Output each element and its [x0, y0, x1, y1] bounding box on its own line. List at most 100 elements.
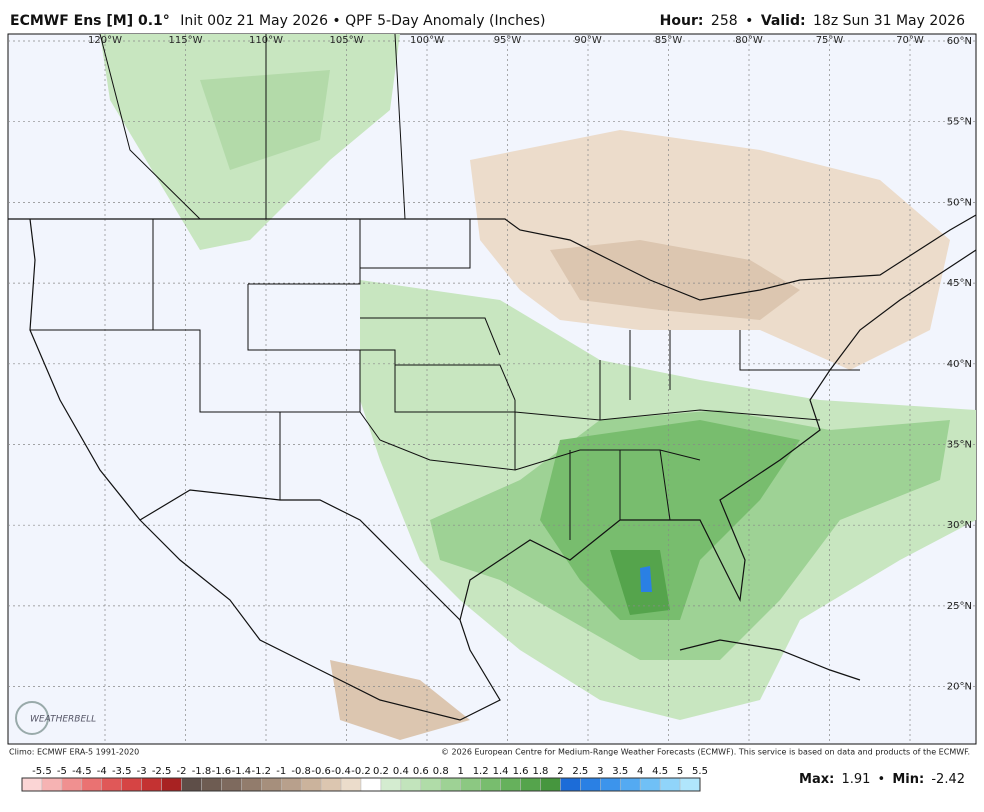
- colorbar-swatch: [639, 777, 661, 792]
- max-value: 1.91: [841, 772, 870, 787]
- colorbar-label: 0.2: [373, 766, 389, 777]
- logo-text: WEATHERBELL: [30, 715, 96, 725]
- colorbar-label: -0.4: [331, 766, 351, 777]
- colorbar-label: -3: [137, 766, 147, 777]
- colorbar-label: -1.4: [232, 766, 252, 777]
- wet-area: [200, 70, 330, 170]
- lon-label: 105°W: [330, 35, 364, 46]
- colorbar-label: 2: [557, 766, 563, 777]
- colorbar-label: 5: [677, 766, 683, 777]
- colorbar-swatch: [340, 777, 362, 792]
- colorbar-swatch: [21, 777, 43, 792]
- colorbar-label: 1.8: [533, 766, 549, 777]
- lon-label: 95°W: [494, 35, 522, 46]
- colorbar-swatch: [380, 777, 402, 792]
- lon-label: 120°W: [88, 35, 122, 46]
- colorbar-swatch: [619, 777, 641, 792]
- colorbar-label: 1.4: [493, 766, 509, 777]
- colorbar-label: -0.2: [351, 766, 371, 777]
- colorbar-swatch: [520, 777, 541, 792]
- lon-label: 80°W: [735, 35, 763, 46]
- colorbar-swatch: [81, 777, 103, 792]
- colorbar-swatch: [141, 777, 162, 792]
- colorbar-swatch: [300, 777, 322, 792]
- separator: •: [878, 772, 886, 787]
- colorbar-swatch: [679, 777, 701, 792]
- dry-area: [470, 130, 950, 370]
- colorbar-label: 5.5: [692, 766, 708, 777]
- colorbar-label: -1.2: [252, 766, 272, 777]
- colorbar-swatch: [360, 777, 382, 792]
- colorbar-swatch: [161, 777, 182, 792]
- colorbar-swatch: [460, 777, 481, 792]
- colorbar-swatch: [560, 777, 581, 792]
- lat-label: 40°N: [947, 359, 972, 370]
- colorbar-swatch: [241, 777, 262, 792]
- subtitle: Init 00z 21 May 2026 • QPF 5-Day Anomaly…: [180, 13, 545, 29]
- mexico-coast: [139, 519, 501, 721]
- colorbar-label: -3.5: [112, 766, 132, 777]
- colorbar-label: 0.8: [433, 766, 449, 777]
- colorbar-swatch: [580, 777, 601, 792]
- colorbar-label: 1: [458, 766, 464, 777]
- colorbar-label: -2: [177, 766, 187, 777]
- colorbar-label: 0.4: [393, 766, 409, 777]
- lon-label: 100°W: [410, 35, 444, 46]
- colorbar-label: -4.5: [72, 766, 92, 777]
- peak-area: [640, 566, 652, 592]
- colorbar-swatch: [41, 777, 63, 792]
- colorbar-label: -1.8: [192, 766, 212, 777]
- dry-area: [330, 660, 470, 740]
- cuba-coast: [679, 639, 861, 681]
- dry-area: [550, 240, 800, 320]
- us-canada-border: [8, 214, 977, 301]
- colorbar-label: -1.6: [212, 766, 232, 777]
- colorbar-label: -0.8: [291, 766, 311, 777]
- valid-time: 18z Sun 31 May 2026: [813, 13, 965, 29]
- colorbar-label: -5: [57, 766, 67, 777]
- colorbar-label: 0.6: [413, 766, 429, 777]
- min-label: Min:: [892, 772, 924, 787]
- colorbar-swatch: [540, 777, 561, 792]
- colorbar-label: 1.6: [513, 766, 529, 777]
- colorbar-swatch: [420, 777, 442, 792]
- colorbar-swatch: [600, 777, 621, 792]
- colorbar-swatch: [400, 777, 422, 792]
- colorbar: -5.5 -5 -4.5 -4 -3.5 -3 -2.5 -2 -1.8 -1.6 -1.4 -1.2…: [21, 766, 708, 792]
- logo: WEATHERBELL: [15, 701, 96, 735]
- map: 120°W 115°W 110°W 105°W 100°W 95°W 90°W 85°W 80°…: [7, 33, 977, 745]
- colorbar-swatch: [221, 777, 242, 792]
- colorbar-label: -2.5: [152, 766, 172, 777]
- separator: •: [745, 13, 753, 29]
- colorbar-swatch: [261, 777, 282, 792]
- colorbar-label: 3.5: [612, 766, 628, 777]
- colorbar-label: -4: [97, 766, 107, 777]
- lat-label: 60°N: [947, 36, 972, 47]
- colorbar-label: 4.5: [652, 766, 668, 777]
- colorbar-swatch: [101, 777, 122, 792]
- lon-label: 75°W: [816, 35, 844, 46]
- logo-mark: [15, 701, 49, 735]
- lat-label: 50°N: [947, 197, 972, 208]
- stats: Max: 1.91 • Min: -2.42: [799, 772, 965, 787]
- colorbar-frame: [21, 777, 701, 792]
- anomaly-fill: [100, 34, 976, 740]
- lon-label: 85°W: [655, 35, 683, 46]
- colorbar-label: 3: [597, 766, 603, 777]
- colorbar-label: -1: [276, 766, 286, 777]
- hour: 258: [711, 13, 738, 29]
- colorbar-swatch: [500, 777, 521, 792]
- wet-area: [610, 550, 670, 615]
- lon-label: 115°W: [169, 35, 203, 46]
- max-label: Max:: [799, 772, 834, 787]
- borders: [8, 33, 977, 721]
- header-valid: Hour: 258 • Valid: 18z Sun 31 May 2026: [660, 13, 965, 29]
- colorbar-swatch: [121, 777, 142, 792]
- colorbar-swatch: [280, 777, 302, 792]
- colorbar-swatch: [480, 777, 501, 792]
- copyright: © 2026 European Centre for Medium-Range …: [441, 748, 970, 757]
- lat-label: 25°N: [947, 601, 972, 612]
- colorbar-swatch: [201, 777, 222, 792]
- climo-note: Climo: ECMWF ERA-5 1991-2020: [9, 748, 139, 757]
